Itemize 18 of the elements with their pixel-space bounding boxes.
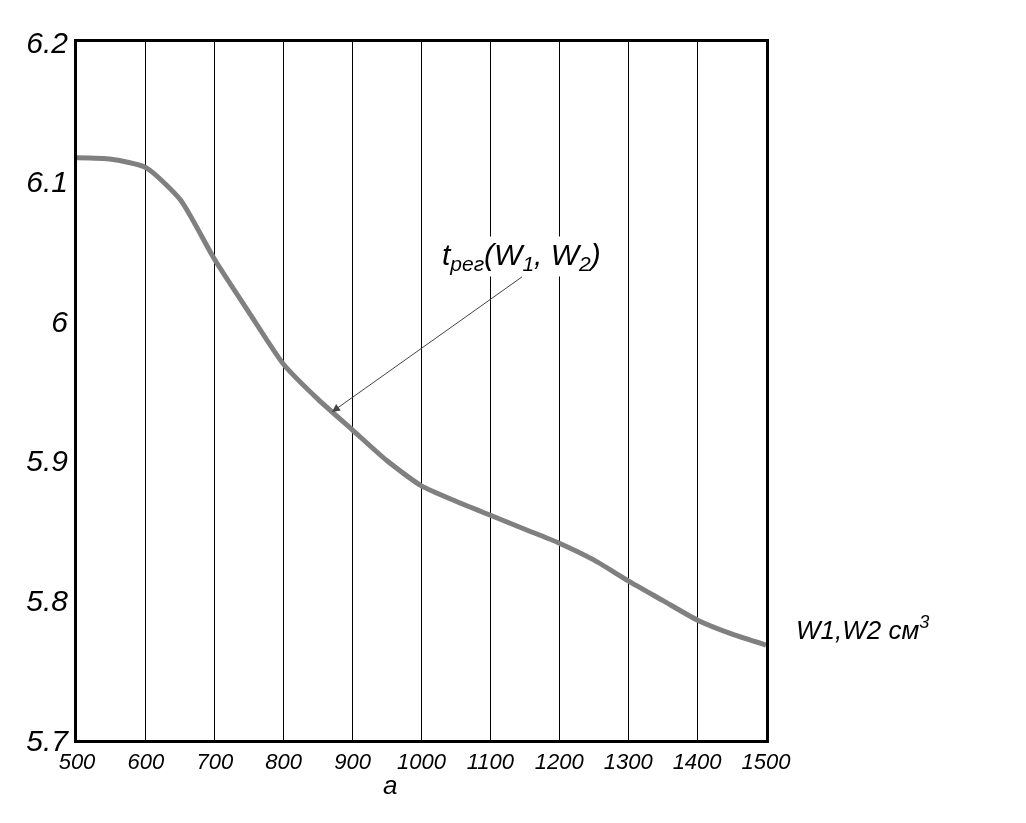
x-tick-label: 700	[196, 749, 234, 775]
annotation: t$_{рег}$(W$_{1}$, W$_{2}$)	[442, 238, 601, 276]
x-tick-label: 1500	[741, 749, 792, 775]
x-tick-label: 800	[265, 749, 303, 775]
x-tick-label: 900	[334, 749, 372, 775]
y-tick-label: 6	[51, 304, 69, 338]
y-tick-label: 5.8	[26, 583, 69, 617]
x-tick-label: 1000	[397, 749, 447, 775]
x-tick-label: 1200	[534, 749, 585, 775]
x-axis-title: W1,W2 см$^{3}$	[796, 612, 930, 645]
x-tick-label: 1300	[603, 749, 654, 775]
x-tick-label: 1100	[466, 749, 515, 775]
x-tick-label: 600	[127, 749, 166, 775]
y-tick-label: 6.2	[26, 25, 69, 59]
y-tick-label: 6.1	[26, 165, 68, 199]
y-tick-label: 5.9	[26, 444, 69, 478]
text: а	[383, 770, 398, 800]
x-tick-label: 1400	[672, 749, 723, 775]
